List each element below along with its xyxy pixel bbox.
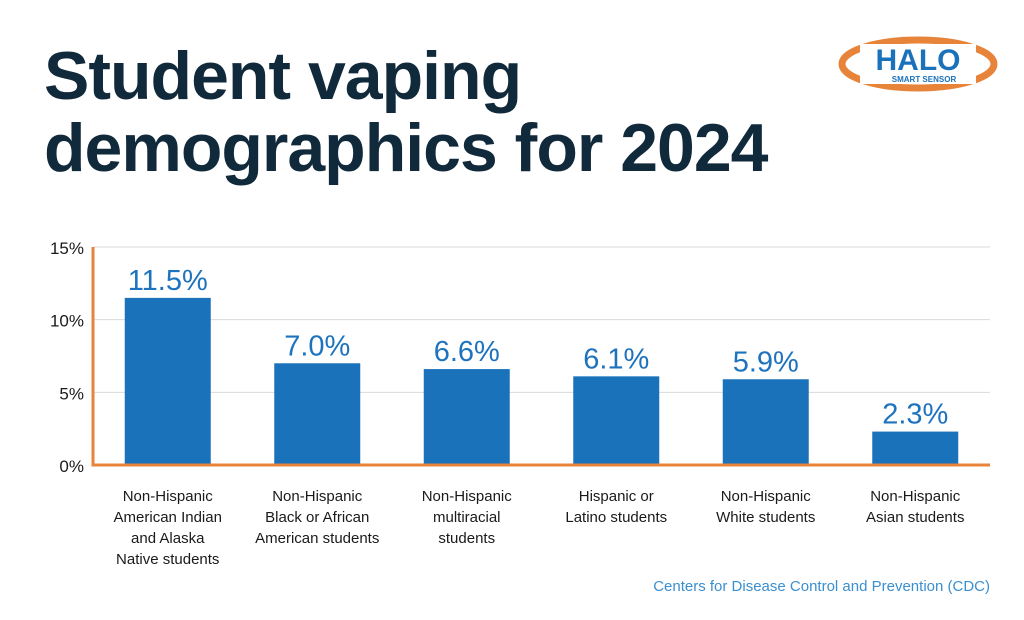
data-label: 5.9% [733,346,799,378]
bar [274,363,361,465]
svg-text:HALO: HALO [876,44,961,77]
data-label: 2.3% [882,399,948,431]
x-tick-label: Non-Hispanic American Indian and Alaska Nat… [114,488,222,568]
x-tick-label: Non-Hispanic White students [716,488,815,526]
svg-text:SMART SENSOR: SMART SENSOR [892,75,957,84]
data-label: 11.5% [128,265,208,297]
bar [872,431,959,465]
halo-logo: HALO SMART SENSOR [838,36,998,92]
x-tick-label: Non-Hispanic Black or African American stu… [255,488,379,547]
x-tick-label: Non-Hispanic Asian students [866,488,964,526]
x-tick-label: Non-Hispanic multiracial students [422,488,513,547]
data-label: 6.6% [434,336,500,368]
data-label: 7.0% [284,330,350,362]
y-tick-label: 15% [50,239,84,258]
x-tick-label: Hispanic or Latino students [565,488,667,526]
title-line-1: Student vaping [44,38,522,114]
data-label: 6.1% [583,343,649,375]
page-title: Student vaping demographics for 2024 [44,38,768,186]
y-tick-label: 5% [59,384,84,403]
bar [423,369,510,465]
bar [722,379,809,465]
y-tick-label: 0% [59,457,84,476]
y-tick-label: 10% [50,312,84,331]
source-caption: Centers for Disease Control and Preventi… [653,578,990,595]
bar [573,376,660,465]
title-line-2: demographics for 2024 [44,110,768,186]
bar [124,297,211,465]
